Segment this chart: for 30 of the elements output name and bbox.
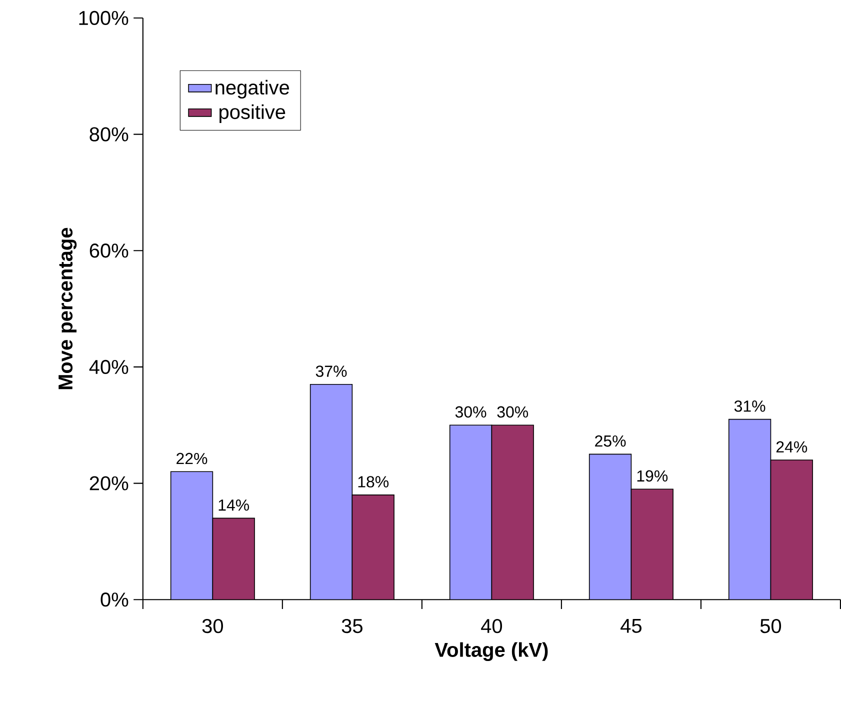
data-label: 30%	[497, 406, 528, 418]
bar	[352, 494, 394, 600]
x-axis-title: Voltage (kV)	[434, 642, 548, 662]
x-tick-label: 45	[620, 619, 642, 634]
x-tick-label: 30	[202, 619, 223, 634]
legend-label: positive	[220, 104, 286, 124]
bar	[212, 518, 255, 600]
data-label: 25%	[595, 436, 626, 447]
y-tick-label: 60%	[90, 244, 128, 258]
y-tick-label: 80%	[90, 127, 128, 142]
data-label: 14%	[218, 500, 250, 511]
bar	[630, 488, 674, 600]
data-label: 18%	[358, 476, 389, 488]
y-tick-label: 40%	[89, 360, 128, 374]
y-tick-label: 20%	[90, 476, 128, 491]
x-tick-label: 35	[342, 619, 362, 634]
bar	[491, 424, 534, 600]
data-label: 37%	[316, 366, 347, 378]
data-label: 24%	[776, 441, 808, 453]
data-label: 30%	[455, 406, 486, 418]
x-tick-label: 40	[481, 619, 502, 634]
y-tick-label: 100%	[79, 11, 128, 26]
y-axis-title: Move percentage	[58, 228, 77, 390]
data-label: 19%	[637, 470, 668, 482]
data-label: 31%	[734, 400, 766, 412]
bar	[770, 460, 813, 600]
y-tick-label: 0%	[100, 592, 128, 607]
legend-label: negative	[216, 80, 290, 99]
x-tick-label: 50	[760, 619, 782, 634]
data-label: 22%	[176, 453, 208, 464]
